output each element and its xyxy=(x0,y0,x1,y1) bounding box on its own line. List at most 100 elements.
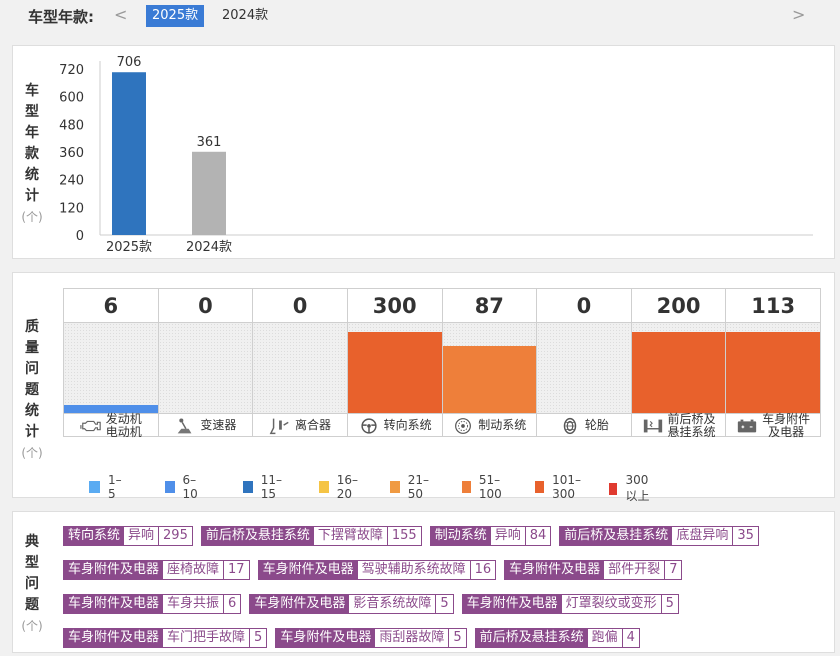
issue-tag[interactable]: 车身附件及电器 驾驶辅助系统故障 16 xyxy=(257,560,497,580)
quality-count: 6 xyxy=(64,289,158,323)
quality-column[interactable]: 300 转向系统 xyxy=(347,288,443,437)
title-char: 问 xyxy=(25,576,39,592)
quality-count: 113 xyxy=(726,289,820,323)
issue-tag[interactable]: 前后桥及悬挂系统 跑偏 4 xyxy=(474,628,640,648)
issue-tag[interactable]: 车身附件及电器 雨刮器故障 5 xyxy=(275,628,467,648)
prev-arrow-icon[interactable]: < xyxy=(114,5,128,24)
legend-label: 16–20 xyxy=(336,473,359,501)
steering-wheel-icon xyxy=(358,417,384,435)
issue-tag[interactable]: 车身附件及电器 灯罩裂纹或变形 5 xyxy=(461,594,679,614)
title-char: 典 xyxy=(25,534,39,550)
issue-category: 车身附件及电器 xyxy=(276,629,376,647)
quality-category-text: 离合器 xyxy=(295,418,332,432)
bar-value-label: 361 xyxy=(197,135,222,150)
issue-description: 驾驶辅助系统故障 xyxy=(358,561,471,579)
issue-category: 车身附件及电器 xyxy=(64,629,164,647)
brake-disc-icon xyxy=(452,417,478,435)
quality-category-label: 发动机 电动机 xyxy=(64,411,158,439)
quality-count: 200 xyxy=(631,289,726,323)
year-stats-title: 车 型 年 款 统 计 (个) xyxy=(17,81,47,228)
quality-column[interactable]: 6 发动机 电动机 xyxy=(64,288,159,439)
quality-category-label: 轮胎 xyxy=(537,413,631,437)
title-char: 统 xyxy=(25,167,39,183)
issue-tag[interactable]: 车身附件及电器 座椅故障 17 xyxy=(63,560,250,580)
issue-description: 影音系统故障 xyxy=(349,595,437,613)
legend-item: 21–50 xyxy=(390,473,433,501)
unit-label: (个) xyxy=(21,446,43,460)
issue-tag[interactable]: 车身附件及电器 影音系统故障 5 xyxy=(249,594,454,614)
title-char: 车 xyxy=(25,83,39,99)
issue-count: 35 xyxy=(737,528,754,543)
tire-icon xyxy=(559,417,585,435)
quality-column[interactable]: 0 轮胎 xyxy=(537,288,632,437)
legend-item: 6–10 xyxy=(165,473,202,501)
year-tab-2024[interactable]: 2024款 xyxy=(222,8,269,23)
title-char: 计 xyxy=(25,188,39,204)
gear-shifter-icon xyxy=(174,417,200,435)
issue-description: 车身共振 xyxy=(163,595,225,613)
issue-row: 转向系统 异响 295 前后桥及悬挂系统 下摆臂故障 155 制动系统 异响 84 前后桥及悬挂系… xyxy=(63,526,767,546)
title-char: 质 xyxy=(25,319,39,335)
issue-category: 车身附件及电器 xyxy=(250,595,350,613)
issue-tag[interactable]: 前后桥及悬挂系统 底盘异响 35 xyxy=(559,526,759,546)
unit-label: (个) xyxy=(21,619,43,633)
issue-count: 295 xyxy=(163,528,188,543)
legend-item: 1–5 xyxy=(89,473,125,501)
issue-count: 84 xyxy=(529,528,547,543)
legend-label: 11–15 xyxy=(260,473,283,501)
legend-item: 11–15 xyxy=(243,473,286,501)
issue-description: 跑偏 xyxy=(588,629,623,647)
legend-label: 300以上 xyxy=(625,473,650,503)
issue-category: 前后桥及悬挂系统 xyxy=(560,527,673,545)
issue-description: 底盘异响 xyxy=(672,527,734,545)
quality-level-fill xyxy=(347,332,442,413)
issue-tag[interactable]: 车身附件及电器 车门把手故障 5 xyxy=(63,628,268,648)
quality-column[interactable]: 0 变速器 xyxy=(158,288,254,437)
issue-tag[interactable]: 转向系统 异响 295 xyxy=(63,526,193,546)
quality-category-label: 前后桥及 悬挂系统 xyxy=(631,412,726,438)
issue-row: 车身附件及电器 车身共振 6 车身附件及电器 影音系统故障 5 车身附件及电器 灯罩裂纹或变形… xyxy=(63,594,687,614)
year-tab-2025[interactable]: 2025款 xyxy=(146,5,205,27)
engine-icon xyxy=(80,417,106,435)
x-tick-label: 2024款 xyxy=(186,240,232,255)
quality-category-label: 转向系统 xyxy=(347,413,442,437)
y-tick-label: 240 xyxy=(59,174,84,189)
issue-tag[interactable]: 车身附件及电器 部件开裂 7 xyxy=(504,560,683,580)
typical-issues-panel: 典 型 问 题 (个) 转向系统 异响 295 前后桥及悬挂系统 下摆臂故障 155 制动系… xyxy=(12,511,835,653)
issue-tag[interactable]: 前后桥及悬挂系统 下摆臂故障 155 xyxy=(200,526,422,546)
quality-column[interactable]: 0 离合器 xyxy=(253,288,348,437)
title-char: 型 xyxy=(25,555,39,571)
unit-label: (个) xyxy=(21,210,43,224)
quality-category-text: 制动系统 xyxy=(478,418,527,432)
quality-count: 0 xyxy=(253,289,347,323)
issue-count: 155 xyxy=(391,528,417,543)
legend-item: 51–100 xyxy=(462,473,507,501)
issue-count: 5 xyxy=(665,596,674,611)
quality-category-text: 变速器 xyxy=(200,418,237,432)
quality-category-label: 制动系统 xyxy=(442,413,537,437)
y-tick-label: 720 xyxy=(59,63,84,78)
quality-level-fill xyxy=(726,332,820,413)
quality-level-box xyxy=(726,323,820,413)
legend-swatch xyxy=(319,481,329,493)
issue-tag[interactable]: 车身附件及电器 车身共振 6 xyxy=(63,594,242,614)
title-char: 统 xyxy=(25,403,39,419)
issue-count: 5 xyxy=(440,596,449,611)
quality-column[interactable]: 87 制动系统 xyxy=(442,288,538,437)
quality-level-fill xyxy=(631,332,726,413)
title-char: 量 xyxy=(25,340,39,356)
quality-grid: 6 发动机 电动机 0 变速器 0 离合器 300 转向系统 87 制动系统 0 轮胎 200 前后桥及 悬挂… xyxy=(63,288,821,439)
next-arrow-icon[interactable]: > xyxy=(792,5,806,24)
quality-category-label: 变速器 xyxy=(158,413,253,437)
quality-column[interactable]: 200 前后桥及 悬挂系统 xyxy=(631,288,727,438)
issue-category: 转向系统 xyxy=(64,527,125,545)
quality-column[interactable]: 113 车身附件 及电器 xyxy=(726,288,821,439)
quality-category-text: 车身附件 及电器 xyxy=(762,411,811,439)
legend-item: 300以上 xyxy=(609,473,654,504)
title-char: 题 xyxy=(25,597,39,613)
title-char: 计 xyxy=(25,424,39,440)
legend-label: 101–300 xyxy=(552,473,582,501)
issue-tag[interactable]: 制动系统 异响 84 xyxy=(429,526,552,546)
quality-category-text: 发动机 电动机 xyxy=(105,411,142,439)
quality-count: 0 xyxy=(158,289,253,323)
